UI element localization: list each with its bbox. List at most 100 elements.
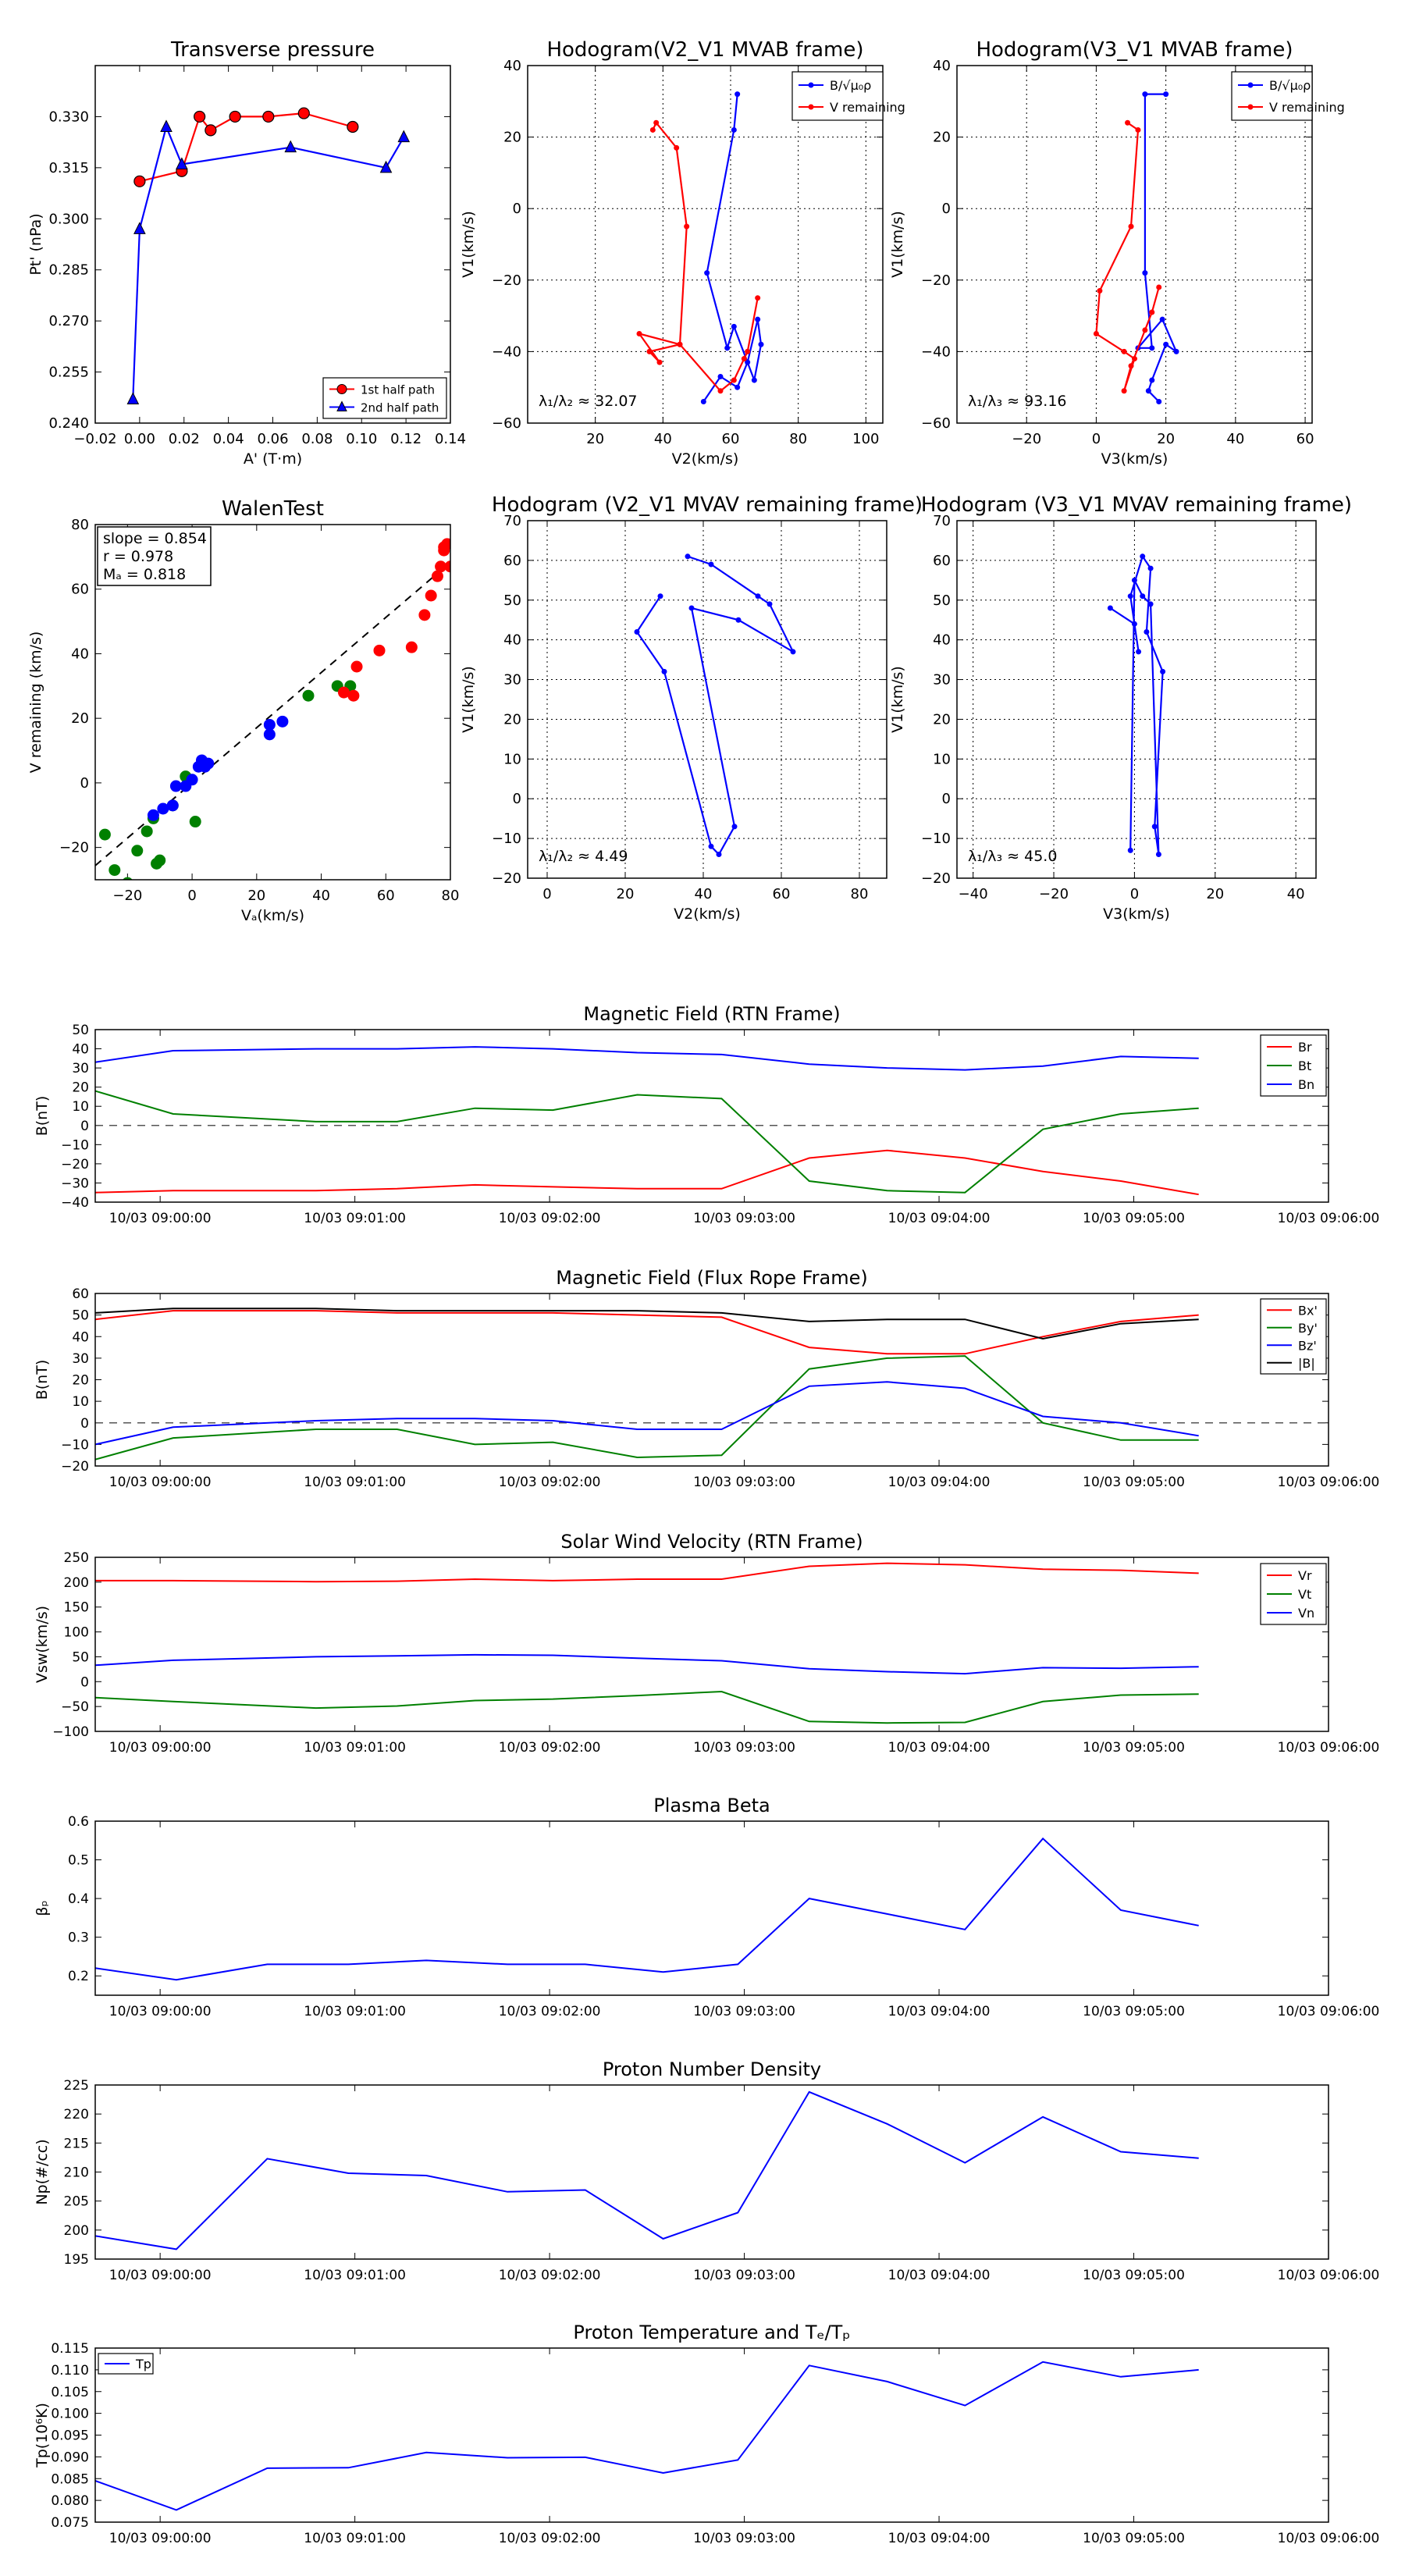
x-tick-label: 10/03 09:00:00 xyxy=(109,1740,212,1756)
x-tick-label: 0.08 xyxy=(301,431,333,447)
data-point xyxy=(202,757,215,770)
x-tick-label: 10/03 09:00:00 xyxy=(109,2531,212,2546)
series-line-vremaining xyxy=(637,121,759,393)
data-point xyxy=(735,617,742,623)
series-line-bx xyxy=(95,1310,1199,1355)
x-tick-label: 0 xyxy=(542,886,551,902)
x-tick-label: 40 xyxy=(312,888,330,904)
x-tick-label: 0.14 xyxy=(435,431,466,447)
x-tick-label: 10/03 09:06:00 xyxy=(1278,2531,1380,2546)
x-tick-label: 80 xyxy=(851,886,869,902)
data-point xyxy=(263,728,276,741)
data-point xyxy=(1140,553,1146,560)
legend: Tp xyxy=(98,2353,154,2375)
y-tick-label: 220 xyxy=(64,2107,89,2122)
x-tick-label: 10/03 09:00:00 xyxy=(109,2268,212,2283)
y-tick-label: 0.300 xyxy=(48,211,89,227)
data-point xyxy=(338,686,350,699)
data-point xyxy=(1149,345,1155,351)
chart-title: Hodogram(V3_V1 MVAB frame) xyxy=(976,38,1293,62)
data-point xyxy=(685,553,691,560)
data-point xyxy=(379,160,393,173)
y-tick-label: −10 xyxy=(492,831,521,847)
data-point xyxy=(1107,605,1113,611)
y-tick-label: 0 xyxy=(80,775,89,792)
data-point xyxy=(1144,628,1150,635)
y-tick-label: 70 xyxy=(503,513,521,529)
legend-label: By' xyxy=(1298,1321,1318,1336)
x-tick-label: 80 xyxy=(442,888,460,904)
chart-title: Solar Wind Velocity (RTN Frame) xyxy=(560,1531,863,1553)
x-axis-label: A' (T·m) xyxy=(244,450,302,468)
axes-frame xyxy=(956,65,1313,424)
x-tick-label: 10/03 09:02:00 xyxy=(499,1475,601,1490)
x-tick-label: 20 xyxy=(1206,886,1224,902)
x-tick-label: 10/03 09:04:00 xyxy=(888,1475,991,1490)
data-point xyxy=(147,809,159,821)
y-tick-label: 0 xyxy=(942,201,951,217)
data-point xyxy=(755,295,761,301)
data-point xyxy=(1127,847,1133,853)
stats-box xyxy=(97,526,212,586)
data-point xyxy=(731,377,737,383)
data-point xyxy=(347,689,360,702)
data-point xyxy=(405,641,418,653)
y-tick-label: 40 xyxy=(933,58,951,74)
y-tick-label: 0.100 xyxy=(51,2407,89,2422)
x-tick-label: 40 xyxy=(654,431,672,447)
x-tick-label: 0.12 xyxy=(390,431,422,447)
legend-marker xyxy=(808,104,814,110)
data-point xyxy=(657,593,663,600)
y-tick-label: 50 xyxy=(933,592,951,609)
series-line-bn xyxy=(95,1046,1199,1071)
data-point xyxy=(755,593,761,600)
data-point xyxy=(276,715,289,728)
data-point xyxy=(1136,649,1142,655)
y-tick-label: −20 xyxy=(921,870,951,887)
axes-frame xyxy=(527,65,884,424)
data-point xyxy=(166,799,179,812)
chart-title: Proton Number Density xyxy=(603,2058,821,2080)
series-line-beta xyxy=(95,1837,1199,1981)
data-point xyxy=(229,110,241,123)
y-axis-label: B(nT) xyxy=(34,1096,51,1137)
legend-label: B/√μ₀ρ xyxy=(1269,78,1311,93)
chart-beta: Plasma Beta 10/03 09:00:00 10/03 09:01:00 1… xyxy=(34,1795,1379,2019)
y-axis-label: V remaining (km/s) xyxy=(27,632,44,774)
y-tick-label: 100 xyxy=(64,1625,89,1641)
data-point xyxy=(284,140,297,153)
chart-title: Magnetic Field (Flux Rope Frame) xyxy=(556,1267,867,1289)
y-tick-label: 30 xyxy=(933,672,951,688)
y-tick-label: 0.2 xyxy=(68,1969,89,1984)
data-point xyxy=(1131,577,1137,583)
legend: Bx' By' Bz' |B| xyxy=(1260,1298,1327,1375)
y-tick-label: 30 xyxy=(72,1061,89,1076)
data-point xyxy=(758,341,764,347)
axes-frame xyxy=(94,524,451,881)
x-tick-label: 10/03 09:05:00 xyxy=(1083,1740,1185,1756)
x-tick-label: 0.02 xyxy=(169,431,200,447)
x-tick-label: −20 xyxy=(1039,886,1069,902)
data-point xyxy=(205,124,217,137)
data-point xyxy=(1142,91,1148,98)
data-point xyxy=(435,560,447,573)
y-tick-label: 0.4 xyxy=(68,1891,89,1907)
x-tick-label: 10/03 09:06:00 xyxy=(1278,1211,1380,1226)
data-point xyxy=(169,780,182,792)
series-line-vt xyxy=(95,1690,1199,1724)
y-tick-label: −20 xyxy=(59,840,89,856)
x-axis-label: V3(km/s) xyxy=(1101,450,1168,468)
y-tick-label: 40 xyxy=(503,58,521,74)
data-point xyxy=(1128,223,1134,229)
chart-temperature: Proton Temperature and Tₑ/Tₚ 10/03 09:00:… xyxy=(34,2322,1379,2546)
y-tick-label: 60 xyxy=(72,1286,89,1302)
eigenvalue-ratio-annotation: λ₁/λ₃ ≈ 93.16 xyxy=(968,393,1067,410)
legend-label: Vn xyxy=(1298,1606,1314,1621)
plot-area xyxy=(95,1837,1199,1981)
chart-title: Plasma Beta xyxy=(653,1795,770,1816)
y-tick-label: 50 xyxy=(72,1308,89,1324)
stats-line: r = 0.978 xyxy=(103,548,173,565)
data-point xyxy=(1142,327,1148,333)
series-line-bz xyxy=(95,1381,1199,1446)
data-point xyxy=(263,718,276,731)
